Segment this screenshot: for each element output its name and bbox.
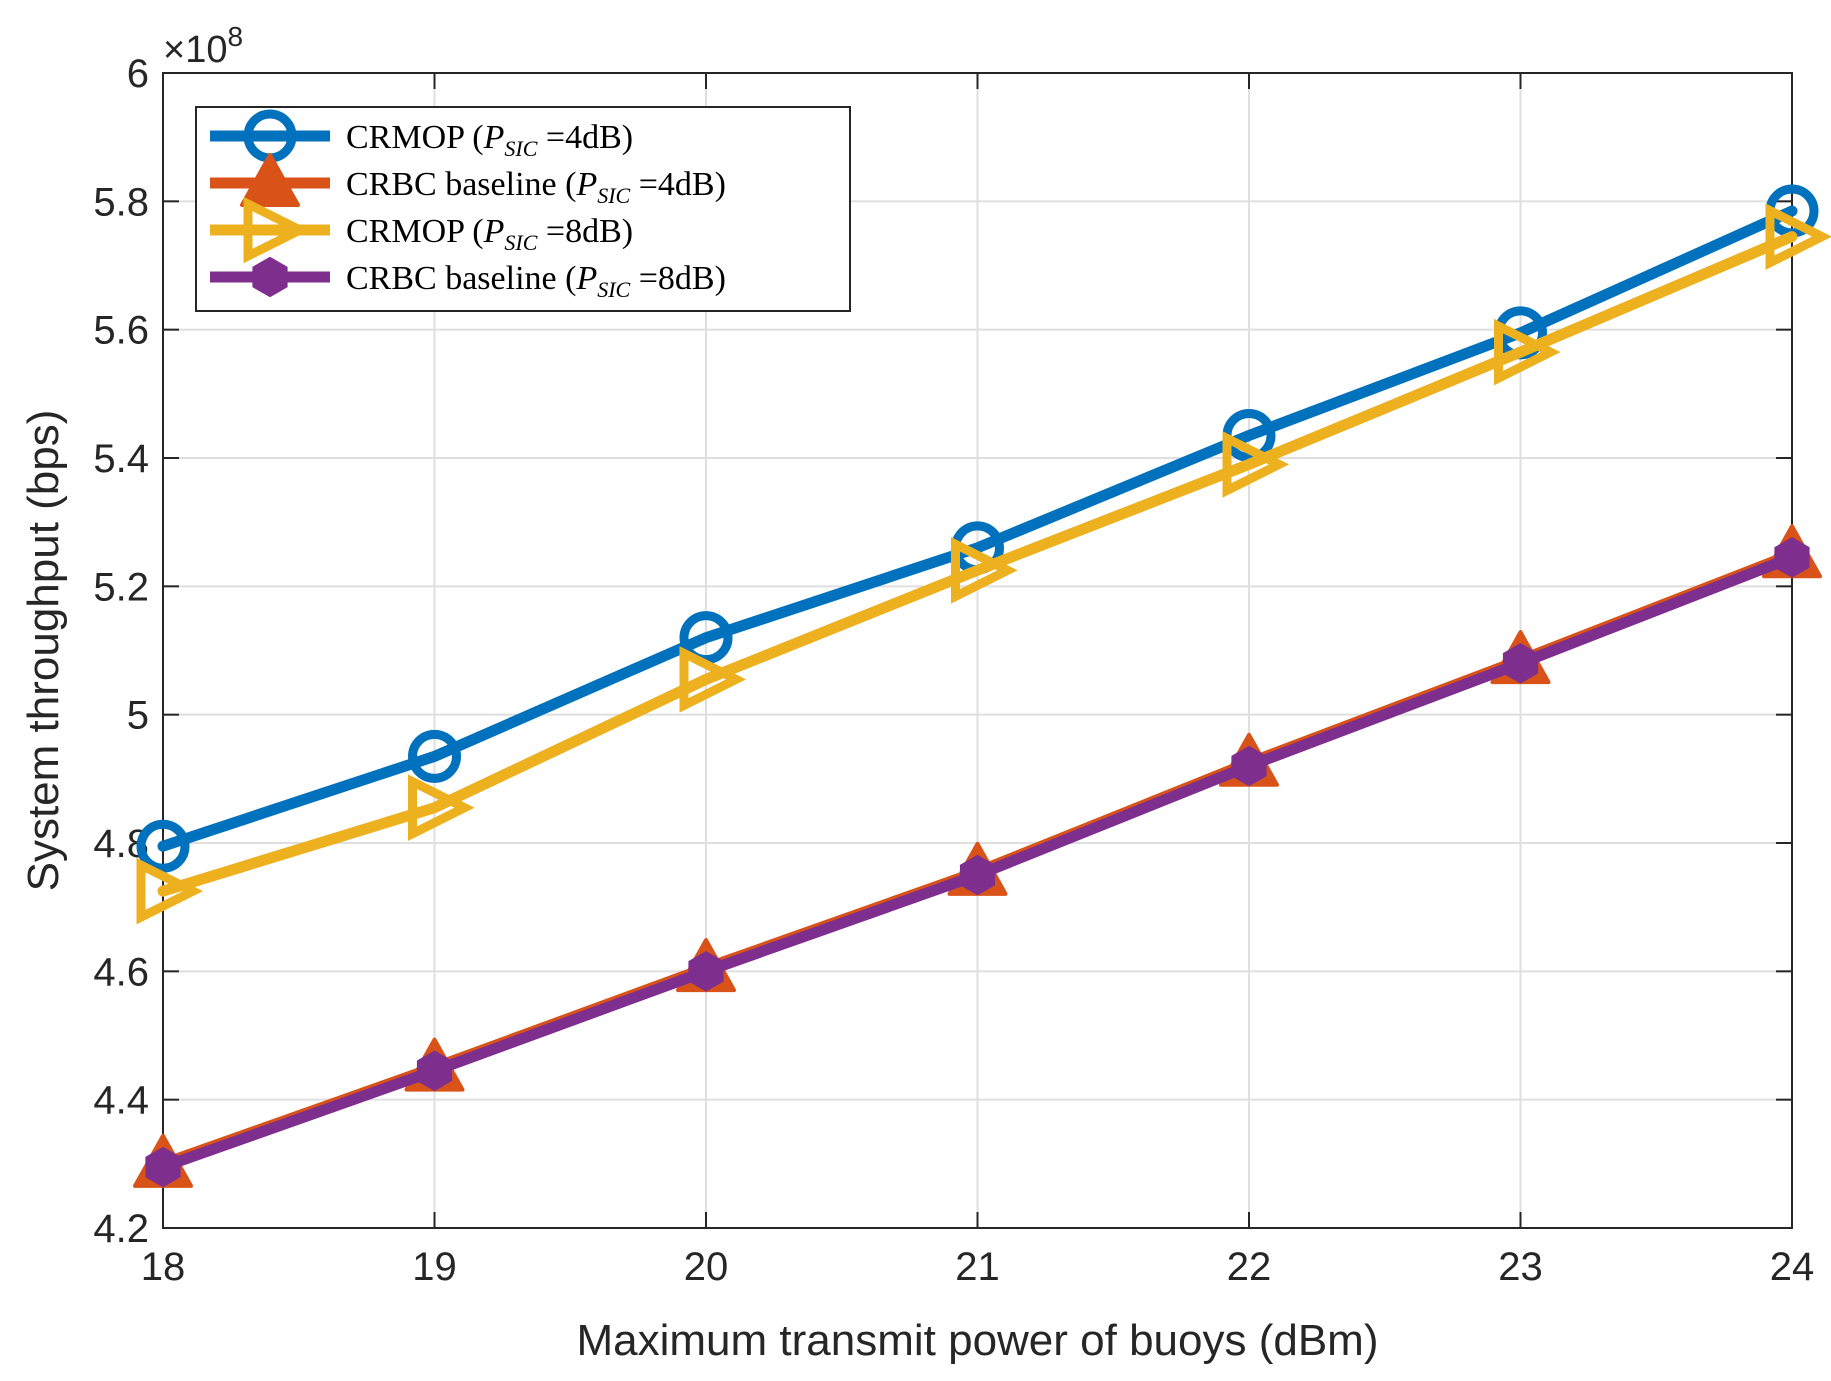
- series-4: [145, 537, 1810, 1188]
- legend-prefix: CRMOP (: [346, 213, 484, 250]
- legend-prefix: CRBC baseline (: [346, 260, 576, 297]
- legend-sub: SIC: [504, 230, 537, 255]
- y-tick-label: 5.4: [93, 437, 149, 481]
- y-tick-label: 5.6: [93, 309, 149, 353]
- x-tick-label: 23: [1498, 1245, 1543, 1289]
- legend-label: CRMOP (PSIC =4dB): [346, 119, 633, 161]
- legend-suffix: =4dB): [630, 166, 726, 203]
- data-point: [416, 1050, 453, 1092]
- data-point: [1765, 203, 1831, 270]
- data-point: [1231, 745, 1267, 787]
- legend-label: CRBC baseline (PSIC =4dB): [346, 166, 726, 208]
- x-tick-label: 18: [141, 1245, 186, 1289]
- axis-ticks: 18 19 20 21 22 23 244.24.44.64.855.25.45.65.86: [93, 52, 1814, 1289]
- data-point: [679, 646, 747, 713]
- y-tick-label: 4.6: [93, 950, 149, 994]
- data-point: [136, 857, 204, 925]
- y-tick-label: 5.8: [93, 180, 149, 224]
- data-series: [133, 184, 1831, 1188]
- y-tick-label: 5: [127, 694, 149, 738]
- legend-swatch-marker: [252, 256, 288, 298]
- legend-prefix: CRMOP (: [346, 119, 484, 156]
- x-tick-label: 24: [1770, 1245, 1815, 1289]
- legend-sub: SIC: [504, 136, 537, 161]
- y-axis-label: System throughput (bps): [19, 410, 68, 892]
- series-3: [136, 203, 1831, 925]
- legend-suffix: =8dB): [630, 260, 726, 297]
- legend-label: CRBC baseline (PSIC =8dB): [346, 260, 726, 302]
- data-point: [1502, 643, 1539, 684]
- legend-math: P: [575, 260, 597, 297]
- data-point: [951, 537, 1018, 604]
- legend-label: CRMOP (PSIC =8dB): [346, 213, 633, 255]
- legend-math: P: [483, 213, 505, 250]
- y-exponent-base: ×10: [163, 29, 227, 71]
- data-point: [145, 1146, 181, 1188]
- y-tick-label: 4.2: [93, 1207, 149, 1251]
- legend-math: P: [483, 119, 505, 156]
- x-tick-label: 21: [955, 1245, 1000, 1289]
- y-tick-label: 4.4: [93, 1079, 149, 1123]
- data-point: [959, 854, 996, 896]
- legend-math: P: [575, 166, 597, 203]
- x-tick-label: 22: [1227, 1245, 1272, 1289]
- y-exponent-power: 8: [227, 21, 243, 52]
- data-point: [408, 774, 475, 841]
- legend: CRMOP (PSIC =4dB)CRBC baseline (PSIC =4d…: [195, 106, 851, 312]
- legend-sub: SIC: [597, 277, 630, 302]
- legend-sub: SIC: [597, 183, 630, 208]
- data-point: [136, 819, 190, 873]
- series-line: [157, 231, 1798, 897]
- legend-suffix: =4dB): [537, 119, 633, 156]
- data-point: [1222, 431, 1290, 498]
- legend-prefix: CRBC baseline (: [346, 166, 576, 203]
- data-point: [408, 729, 461, 783]
- legend-entry: CRBC baseline (PSIC =8dB): [210, 256, 726, 302]
- legend-entry: CRBC baseline (PSIC =4dB): [210, 153, 726, 208]
- y-axis-exponent: ×108: [163, 21, 243, 71]
- data-point: [1774, 537, 1810, 578]
- x-axis-label: Maximum transmit power of buoys (dBm): [577, 1316, 1379, 1365]
- x-tick-label: 19: [412, 1245, 457, 1289]
- x-tick-label: 20: [684, 1245, 729, 1289]
- data-point: [1494, 318, 1561, 386]
- y-tick-label: 5.2: [93, 565, 149, 609]
- legend-suffix: =8dB): [537, 213, 633, 250]
- legend-entry: CRMOP (PSIC =8dB): [210, 196, 633, 264]
- legend-swatch-marker: [243, 196, 311, 264]
- y-tick-label: 6: [127, 52, 149, 96]
- data-point: [688, 951, 724, 992]
- legend-swatch-marker: [240, 153, 300, 207]
